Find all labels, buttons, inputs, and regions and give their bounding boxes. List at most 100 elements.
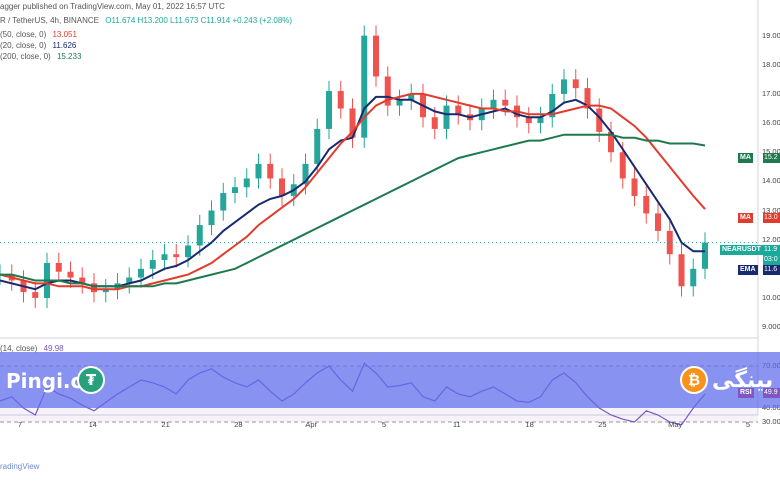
- y-tick-label: 9.000: [762, 322, 780, 332]
- candle-body: [208, 210, 215, 226]
- rsi-label: (14, close): [0, 344, 38, 353]
- ma200-price-value: 15.2: [763, 153, 780, 163]
- candle-body: [690, 268, 697, 287]
- candle-body: [608, 131, 614, 153]
- candle-body: [326, 91, 332, 129]
- symbol-ohlc-line: R / TetherUS, 4h, BINANCE O11.674 H13.20…: [0, 16, 292, 25]
- indicator-label: (20, close, 0): [0, 41, 47, 50]
- candle-body: [502, 99, 509, 106]
- candle-body: [678, 254, 685, 287]
- candle-body: [149, 260, 156, 269]
- branding-banner: [0, 352, 780, 408]
- candle-body: [537, 117, 544, 124]
- ma50-price-tag: MA: [738, 213, 753, 223]
- y-tick-label: 10.000: [762, 292, 780, 302]
- ohlc-values: O11.674 H13.200 L11.673 C11.914 +0.243 (…: [105, 16, 293, 25]
- candle-body: [185, 245, 191, 258]
- candle-body: [279, 178, 285, 196]
- x-tick-label: 18: [525, 420, 534, 429]
- candle-body: [173, 254, 180, 258]
- candle-body: [643, 195, 650, 214]
- y-tick-label: 12.000: [762, 234, 780, 244]
- rsi-tick-label: 30.00: [762, 417, 780, 426]
- candle-body: [232, 187, 238, 194]
- candle-countdown: 03:0: [763, 255, 780, 265]
- rsi-price-value: 49.9: [763, 388, 780, 398]
- indicator-value: 15.233: [56, 52, 82, 61]
- indicator-legend-ema20[interactable]: (20, close, 0) 11.626: [0, 41, 76, 50]
- candle-body: [702, 242, 708, 269]
- candle-body: [126, 277, 133, 284]
- indicator-value: 13.051: [52, 30, 77, 39]
- candle-body: [138, 268, 144, 278]
- candle-body: [102, 289, 109, 293]
- candle-body: [525, 117, 532, 124]
- rsi-value: 49.98: [43, 344, 64, 353]
- candle-body: [79, 277, 86, 284]
- indicator-legend-ma50[interactable]: (50, close, 0) 13.051: [0, 30, 77, 39]
- candle-body: [655, 213, 661, 231]
- candle-body: [267, 163, 274, 179]
- y-tick-label: 19.000: [762, 30, 780, 40]
- candle-body: [91, 283, 97, 293]
- candle-body: [243, 178, 250, 188]
- candle-body: [431, 117, 438, 129]
- candle-body: [361, 35, 368, 138]
- ma200-price-tag: MA: [738, 153, 753, 163]
- ema-price-tag: EMA: [738, 265, 758, 275]
- candle-body: [631, 178, 638, 196]
- candle-body: [561, 79, 567, 94]
- indicator-legend-ma200[interactable]: (200, close, 0) 15.233: [0, 52, 81, 61]
- ma50-price-value: 13.0: [763, 213, 780, 223]
- x-tick-label: Apr: [305, 420, 318, 429]
- candle-body: [455, 105, 462, 115]
- candle-body: [220, 193, 227, 211]
- symbol-label: R / TetherUS, 4h, BINANCE: [0, 16, 99, 25]
- candle-body: [349, 108, 356, 138]
- ema-price-value: 11.6: [763, 265, 780, 275]
- candle-body: [373, 35, 379, 77]
- candle-body: [196, 225, 203, 246]
- candle-body: [32, 292, 39, 298]
- candle-body: [584, 88, 591, 109]
- tether-icon: ₮: [77, 366, 105, 394]
- candle-body: [55, 262, 62, 272]
- symbol-price-value: 11.9: [763, 245, 780, 255]
- candle-body: [161, 254, 168, 261]
- publish-info: agger published on TradingView.com, May …: [0, 2, 225, 11]
- candle-body: [596, 108, 603, 132]
- x-tick-label: 14: [88, 420, 97, 429]
- candle-body: [666, 230, 673, 255]
- rsi-price-tag: RSI: [738, 388, 754, 398]
- x-tick-label: 11: [452, 420, 461, 429]
- x-tick-label: 7: [17, 420, 23, 429]
- tradingview-watermark: radingView: [0, 462, 40, 471]
- candle-body: [255, 163, 262, 179]
- x-tick-label: May: [668, 420, 683, 429]
- x-tick-label: 25: [598, 420, 607, 429]
- indicator-label: (50, close, 0): [0, 30, 47, 39]
- x-tick-label: 28: [234, 420, 243, 429]
- candle-body: [408, 93, 415, 100]
- candle-body: [314, 128, 321, 164]
- bitcoin-icon: ₿: [680, 366, 708, 394]
- x-tick-label: 21: [161, 420, 170, 429]
- rsi-legend[interactable]: (14, close) 49.98: [0, 344, 64, 353]
- x-tick-label: 5: [745, 420, 751, 429]
- y-tick-label: 16.000: [762, 118, 780, 128]
- y-tick-label: 14.000: [762, 176, 780, 186]
- y-tick-label: 18.000: [762, 59, 780, 69]
- y-tick-label: 15.000: [762, 147, 780, 157]
- series-line-ma-200: [0, 133, 706, 288]
- candle-body: [396, 99, 403, 106]
- candle-body: [302, 163, 309, 185]
- indicator-value: 11.626: [52, 41, 77, 50]
- y-tick-label: 17.000: [762, 88, 780, 98]
- x-tick-label: 5: [381, 420, 387, 429]
- candle-body: [619, 152, 626, 179]
- y-tick-label: 13.000: [762, 205, 780, 215]
- candle-body: [572, 79, 579, 89]
- candle-body: [67, 271, 74, 278]
